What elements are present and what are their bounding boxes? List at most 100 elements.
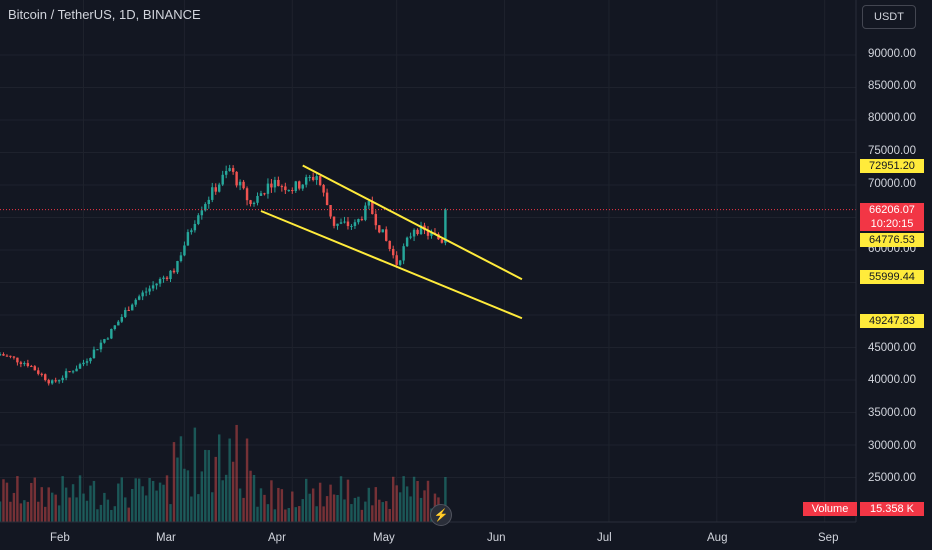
candle: [47, 380, 50, 384]
candle: [357, 219, 360, 223]
volume-bar: [197, 494, 200, 522]
volume-bar: [235, 424, 238, 522]
volume-bar: [5, 482, 9, 522]
candle: [405, 237, 409, 247]
volume-bar: [186, 470, 190, 522]
candle: [82, 362, 85, 365]
volume-bar: [127, 507, 130, 522]
candle: [360, 219, 364, 221]
bolt-icon[interactable]: ⚡: [430, 504, 452, 526]
volume-bar: [134, 478, 137, 522]
volume-bar: [287, 508, 291, 522]
volume-bar: [409, 496, 412, 522]
volume-bar: [183, 468, 186, 522]
candle: [61, 377, 64, 381]
candle: [388, 240, 391, 249]
bar-countdown: 10:20:15: [860, 217, 924, 231]
candle: [179, 255, 183, 262]
candle: [280, 186, 284, 188]
candle: [68, 371, 71, 373]
volume-bar: [179, 436, 183, 522]
price-tick: 25000.00: [868, 472, 916, 484]
price-tick: 75000.00: [868, 145, 916, 157]
candle: [367, 200, 371, 206]
candle: [395, 255, 398, 265]
price-tick: 70000.00: [868, 178, 916, 190]
volume-bar: [402, 476, 405, 522]
candle: [353, 222, 357, 226]
candle: [165, 277, 169, 280]
symbol-title[interactable]: Bitcoin / TetherUS, 1D, BINANCE: [8, 7, 201, 22]
candle: [207, 199, 210, 205]
volume-bar: [266, 504, 270, 522]
volume-bar: [64, 487, 68, 522]
candle: [117, 321, 120, 326]
candle: [158, 278, 162, 284]
volume-bar: [360, 509, 364, 522]
volume-bar: [54, 494, 57, 522]
volume-bar: [190, 496, 193, 522]
candle: [402, 246, 405, 261]
candle: [113, 325, 117, 330]
trendline: [260, 210, 523, 320]
volume-bar: [26, 501, 30, 522]
candle: [19, 362, 23, 364]
candle: [214, 187, 217, 192]
candle: [224, 171, 228, 175]
candle: [235, 171, 238, 186]
candle: [409, 236, 412, 238]
volume-bar: [332, 494, 336, 522]
candle: [211, 187, 214, 200]
candle: [23, 363, 26, 365]
volume-bar: [259, 488, 263, 522]
volume-bar: [176, 457, 179, 522]
volume-bar: [357, 496, 360, 522]
candle: [218, 184, 221, 192]
candle: [350, 225, 353, 227]
volume-bar: [124, 497, 127, 522]
volume-bar: [16, 476, 19, 522]
volume-bar: [301, 499, 304, 522]
volume-bar: [381, 502, 384, 522]
volume-bar: [172, 442, 176, 522]
trendline: [302, 164, 523, 281]
candle: [249, 200, 252, 205]
candle: [325, 192, 329, 206]
candle: [30, 366, 33, 368]
candle: [141, 292, 144, 297]
trendlines[interactable]: [260, 164, 523, 320]
volume-bar: [364, 501, 367, 522]
current-price-label: 66206.07: [860, 203, 924, 217]
volume-bar: [141, 486, 144, 522]
volume-bar: [395, 485, 398, 522]
volume-bar: [85, 500, 89, 522]
volume-bar: [96, 509, 99, 522]
price-tick: 85000.00: [868, 80, 916, 92]
candle: [44, 374, 47, 381]
candle: [391, 248, 395, 256]
volume-bar: [9, 501, 12, 522]
volume-bar: [385, 501, 388, 522]
volume-bar: [391, 476, 395, 522]
candle: [221, 174, 224, 185]
volume-bar: [329, 484, 332, 522]
volume-bar: [228, 438, 231, 522]
volume-bar: [270, 480, 273, 522]
candle: [426, 230, 430, 236]
candle: [266, 183, 270, 194]
time-tick: Aug: [707, 532, 728, 544]
volume-bar: [117, 483, 120, 522]
candle: [273, 179, 277, 188]
volume-bar: [339, 476, 343, 522]
candle: [346, 221, 350, 227]
candle: [294, 181, 297, 191]
volume-bar: [311, 488, 315, 522]
candle: [57, 380, 61, 382]
volume-bar: [120, 477, 124, 522]
currency-button[interactable]: USDT: [862, 5, 916, 29]
volume-bar: [0, 501, 2, 522]
volume-bar: [204, 449, 207, 522]
volume-bar: [315, 506, 318, 522]
